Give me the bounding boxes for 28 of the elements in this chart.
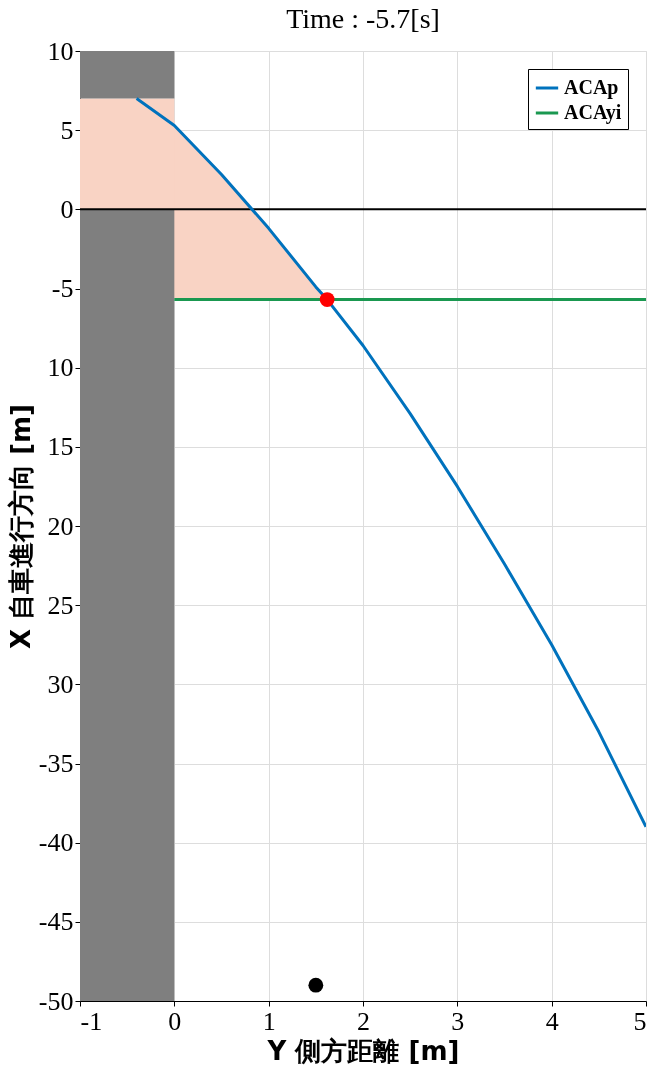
y-tick-label: 15 — [47, 432, 74, 462]
x-tick-label: -1 — [80, 1006, 103, 1036]
y-tick-label: 20 — [47, 511, 74, 541]
x-axis-title: Y 側方距離 [m] — [266, 1035, 460, 1066]
y-tick-label: -40 — [38, 828, 74, 858]
bar — [80, 51, 175, 99]
x-tick-label: 3 — [451, 1006, 465, 1036]
y-tick-label: 10 — [47, 36, 74, 66]
x-tick-label: 1 — [262, 1006, 276, 1036]
bar — [80, 209, 175, 1001]
legend-label: ACAp — [564, 76, 619, 99]
line-series — [135, 97, 646, 829]
y-tick-label: 30 — [47, 669, 74, 699]
y-tick-label: 10 — [47, 353, 74, 383]
x-tick-label: 2 — [357, 1006, 370, 1036]
y-tick-label: -5 — [51, 274, 74, 303]
y-tick-label: -35 — [38, 749, 74, 778]
legend-label: ACAyi — [564, 101, 622, 124]
chart-title: Time : -5.7[s] — [286, 3, 440, 34]
y-tick-label: 25 — [47, 590, 74, 620]
x-tick-label: 0 — [168, 1006, 182, 1036]
y-tick-label: 5 — [60, 115, 74, 145]
y-tick-label: -45 — [38, 907, 74, 937]
y-axis-title: X 自車進行方向 [m] — [5, 403, 36, 650]
x-tick-label: 4 — [545, 1006, 559, 1036]
y-tick-label: 0 — [60, 194, 74, 224]
y-tick-label: -50 — [38, 986, 74, 1016]
x-tick-label: 5 — [633, 1006, 647, 1036]
